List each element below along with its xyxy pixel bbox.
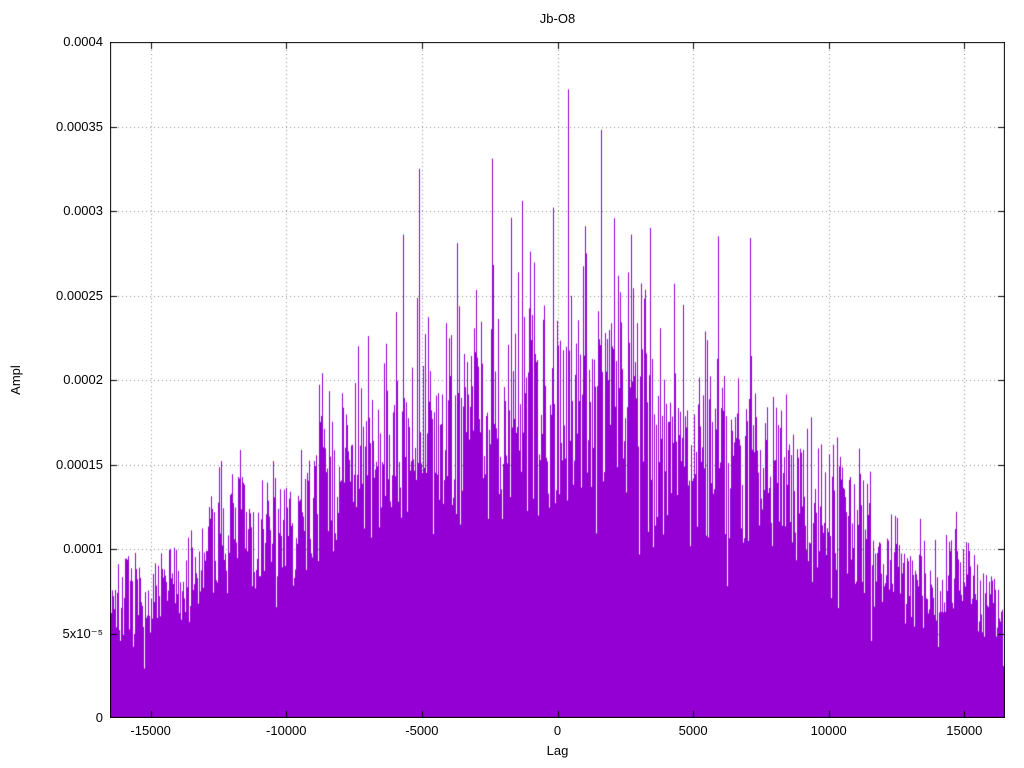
y-tick-label: 0.00035 <box>56 118 103 134</box>
x-axis-label: Lag <box>546 743 569 758</box>
x-tick-label: -10000 <box>266 723 307 738</box>
chart-canvas <box>110 42 1005 718</box>
x-tick-label: -5000 <box>405 723 439 738</box>
chart-title: Jb-O8 <box>539 11 576 26</box>
x-tick-label: 10000 <box>810 723 847 738</box>
y-tick-label: 0.00025 <box>56 287 103 303</box>
x-tick-label: 0 <box>553 723 562 738</box>
x-tick-label: 15000 <box>946 723 983 738</box>
y-tick-label: 5x10⁻⁵ <box>62 625 103 641</box>
y-tick-label: 0 <box>95 710 103 725</box>
y-tick-label: 0.0004 <box>63 34 103 49</box>
y-tick-label: 0.00015 <box>56 456 103 472</box>
y-tick-label: 0.0002 <box>63 372 103 387</box>
y-tick-label: 0.0003 <box>63 203 103 218</box>
x-tick-label: 5000 <box>678 723 708 738</box>
x-tick-label: -15000 <box>130 723 171 738</box>
y-tick-label: 0.0001 <box>63 541 103 556</box>
